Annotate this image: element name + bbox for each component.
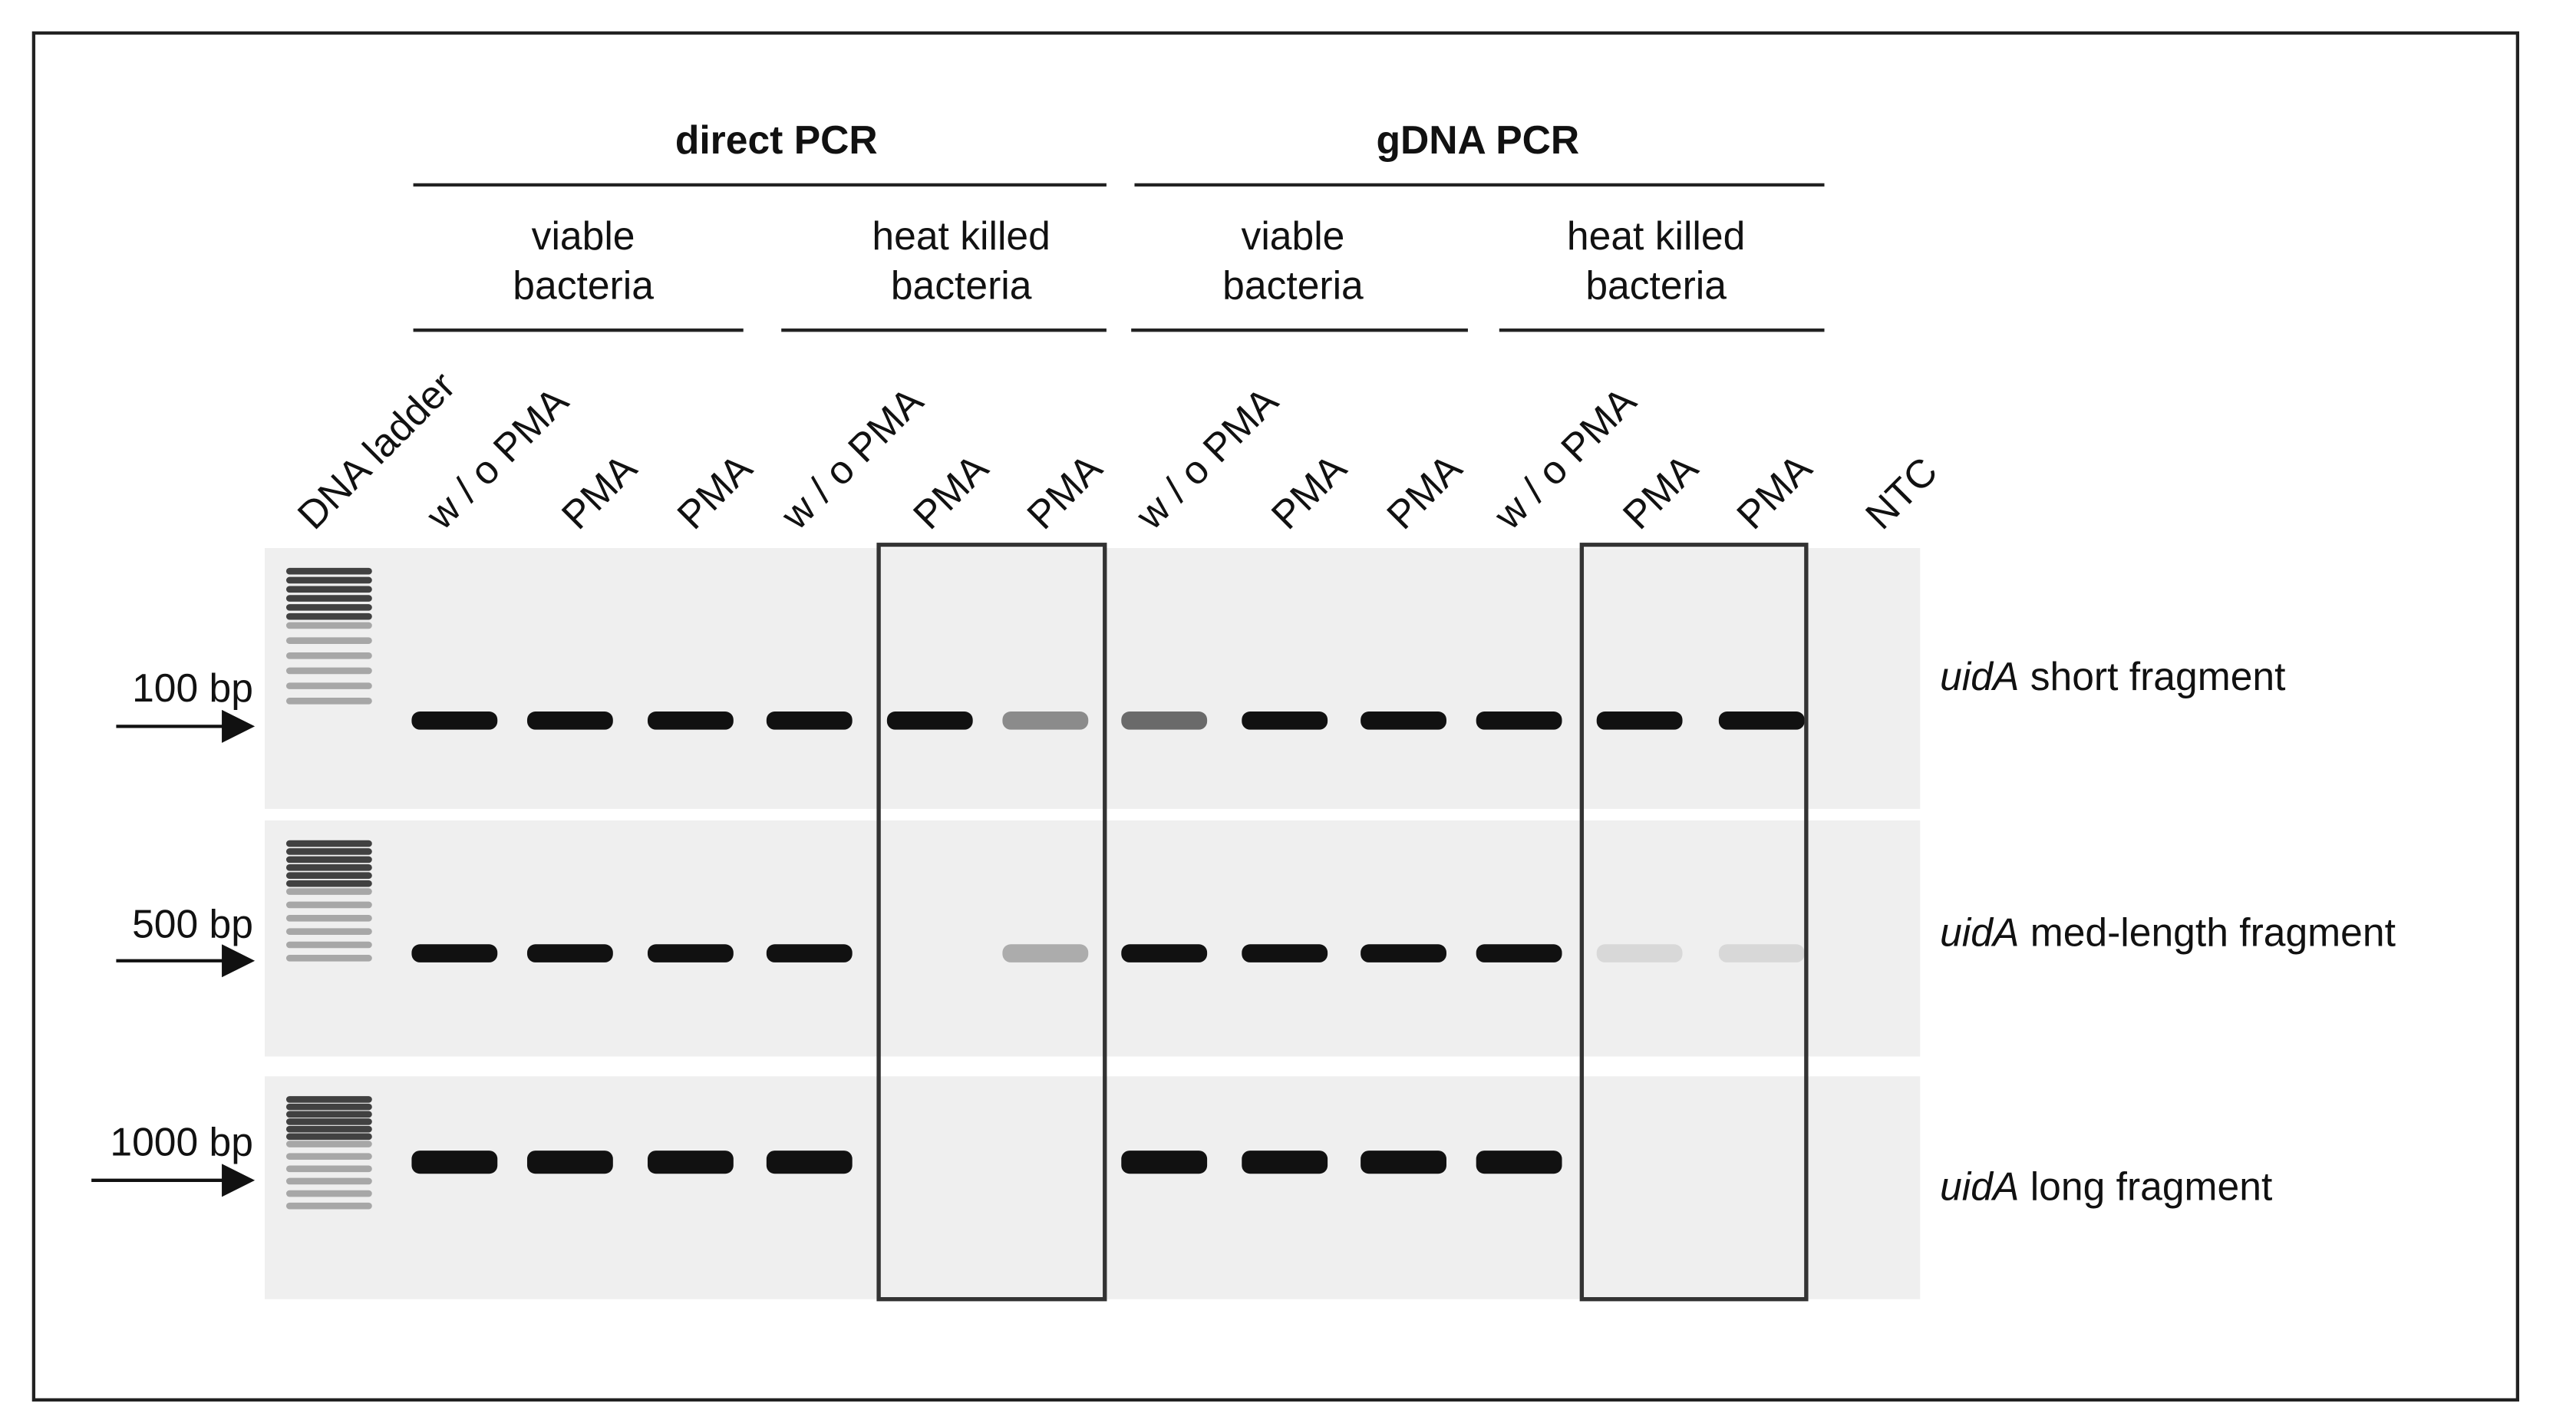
gel-band <box>1002 944 1089 962</box>
gel-band <box>766 944 853 962</box>
ladder-band <box>285 1190 372 1197</box>
header-title: direct PCR <box>675 117 878 162</box>
ladder-band <box>285 901 372 909</box>
gel-band <box>526 944 613 962</box>
ladder-band <box>285 880 372 887</box>
ladder-band <box>285 667 372 675</box>
gene-name: uidA <box>1940 910 2019 954</box>
fragment-label: uidA short fragment <box>1940 654 2285 698</box>
highlight-box <box>876 543 1107 1302</box>
gel-band <box>647 1151 734 1174</box>
marker-label: 500 bp <box>132 902 253 946</box>
gel-band <box>1242 712 1328 730</box>
gel-band <box>1002 712 1089 730</box>
ladder-band <box>285 1111 372 1118</box>
gel-band <box>1121 944 1208 962</box>
gel-band <box>1121 1151 1208 1174</box>
ladder-band <box>285 914 372 922</box>
ladder-band <box>285 1103 372 1111</box>
gel-band <box>1596 712 1683 730</box>
gel-band <box>1718 944 1805 962</box>
gene-name: uidA <box>1940 654 2019 698</box>
gel-panel <box>264 1076 1921 1299</box>
gel-band <box>766 712 853 730</box>
gel-band <box>1361 1151 1446 1174</box>
ladder-band <box>285 840 372 847</box>
gel-band <box>1242 1151 1328 1174</box>
gel-panel <box>264 548 1921 809</box>
ladder-band <box>285 612 372 620</box>
ladder-band <box>285 637 372 644</box>
group-label: heat killed <box>872 213 1050 258</box>
gel-band <box>1121 712 1208 730</box>
gel-band <box>411 712 498 730</box>
ladder-band <box>285 928 372 935</box>
ladder-band <box>285 1153 372 1160</box>
gel-band <box>526 1151 613 1174</box>
ladder-band <box>285 1118 372 1125</box>
ladder-band <box>285 604 372 611</box>
fragment-label: uidA long fragment <box>1940 1164 2272 1209</box>
highlight-box <box>1579 543 1809 1302</box>
group-label: bacteria <box>891 262 1032 307</box>
gel-band <box>1361 944 1446 962</box>
group-label: viable <box>1242 213 1345 258</box>
gel-band <box>647 712 734 730</box>
gene-name: uidA <box>1940 1164 2019 1209</box>
group-label: heat killed <box>1567 213 1745 258</box>
figure-border <box>31 31 2520 1402</box>
gel-panel <box>264 820 1921 1057</box>
ladder-band <box>285 1165 372 1173</box>
group-label: viable <box>532 213 635 258</box>
group-label: bacteria <box>1222 262 1364 307</box>
ladder-band <box>285 955 372 962</box>
ladder-band <box>285 1096 372 1103</box>
gel-band <box>1361 712 1446 730</box>
gel-band <box>1476 1151 1562 1174</box>
group-label: bacteria <box>1585 262 1727 307</box>
ladder-band <box>285 652 372 659</box>
ladder-band <box>285 1177 372 1185</box>
ladder-band <box>285 872 372 880</box>
gel-band <box>411 1151 498 1174</box>
gel-band <box>1476 944 1562 962</box>
ladder-band <box>285 1125 372 1133</box>
gel-band <box>886 712 973 730</box>
fragment-label: uidA med-length fragment <box>1940 910 2396 954</box>
fragment-name: short fragment <box>2030 654 2286 698</box>
ladder-band <box>285 595 372 602</box>
gel-band <box>647 944 734 962</box>
gel-band <box>1476 712 1562 730</box>
gel-band <box>526 712 613 730</box>
ladder-band <box>285 697 372 705</box>
gel-band <box>766 1151 853 1174</box>
header-title: gDNA PCR <box>1376 117 1579 162</box>
ladder-band <box>285 576 372 584</box>
fragment-name: med-length fragment <box>2030 910 2396 954</box>
gel-band <box>1242 944 1328 962</box>
gel-band <box>1596 944 1683 962</box>
fragment-name: long fragment <box>2030 1164 2273 1209</box>
ladder-band <box>285 848 372 855</box>
ladder-band <box>285 1202 372 1210</box>
ladder-band <box>285 1133 372 1141</box>
ladder-band <box>285 856 372 863</box>
ladder-band <box>285 1141 372 1147</box>
ladder-band <box>285 864 372 871</box>
gel-band <box>411 944 498 962</box>
marker-label: 1000 bp <box>110 1120 253 1164</box>
ladder-band <box>285 682 372 689</box>
marker-label: 100 bp <box>132 665 253 710</box>
gel-band <box>1718 712 1805 730</box>
ladder-band <box>285 941 372 949</box>
ladder-band <box>285 622 372 629</box>
group-label: bacteria <box>513 262 654 307</box>
ladder-band <box>285 888 372 895</box>
ladder-band <box>285 567 372 575</box>
ladder-band <box>285 586 372 593</box>
